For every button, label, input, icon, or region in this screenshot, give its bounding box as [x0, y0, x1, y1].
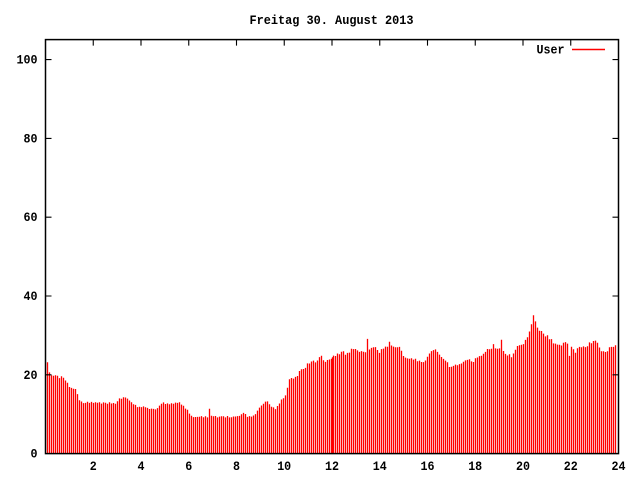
svg-text:4: 4 [138, 459, 145, 474]
svg-text:18: 18 [468, 459, 482, 474]
svg-text:22: 22 [564, 459, 578, 474]
svg-text:14: 14 [373, 459, 387, 474]
svg-text:6: 6 [185, 459, 192, 474]
svg-text:24: 24 [612, 459, 626, 474]
svg-text:8: 8 [233, 459, 240, 474]
svg-text:0: 0 [31, 447, 38, 462]
svg-text:40: 40 [24, 289, 38, 304]
svg-text:10: 10 [277, 459, 291, 474]
svg-text:Freitag 30. August 2013: Freitag 30. August 2013 [250, 13, 414, 28]
svg-text:16: 16 [421, 459, 435, 474]
svg-text:80: 80 [24, 131, 38, 146]
svg-text:User: User [537, 43, 565, 58]
svg-text:100: 100 [17, 53, 38, 68]
svg-text:60: 60 [24, 210, 38, 225]
svg-text:20: 20 [516, 459, 530, 474]
svg-text:20: 20 [24, 368, 38, 383]
svg-text:12: 12 [325, 459, 339, 474]
svg-text:2: 2 [90, 459, 97, 474]
